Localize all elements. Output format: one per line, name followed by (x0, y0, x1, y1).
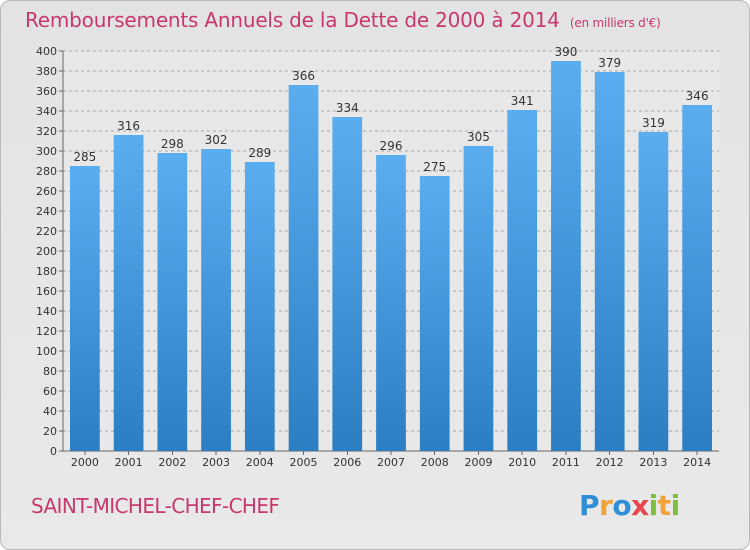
x-tick-label: 2011 (552, 456, 580, 469)
x-tick-label: 2012 (596, 456, 624, 469)
y-tick-label: 80 (43, 365, 57, 378)
bar (638, 132, 669, 451)
logo-letter: i (648, 489, 659, 522)
y-tick-label: 100 (36, 345, 57, 358)
y-tick-label: 120 (36, 325, 57, 338)
data-label: 390 (554, 45, 577, 59)
y-tick-label: 400 (36, 45, 57, 58)
data-label: 366 (292, 69, 315, 83)
bar (376, 155, 406, 451)
y-tick-label: 140 (36, 305, 57, 318)
y-tick-label: 20 (43, 425, 57, 438)
x-tick-label: 2003 (202, 456, 230, 469)
bar (594, 72, 625, 451)
y-tick-label: 240 (36, 205, 57, 218)
y-tick-label: 260 (36, 185, 57, 198)
bar (463, 146, 494, 451)
y-tick-label: 280 (36, 165, 57, 178)
y-tick-label: 180 (36, 265, 57, 278)
y-tick-label: 360 (36, 85, 57, 98)
data-label: 305 (467, 130, 490, 144)
y-tick-label: 340 (36, 105, 57, 118)
logo-letter: i (670, 489, 681, 522)
y-tick-label: 60 (43, 385, 57, 398)
data-label: 289 (248, 146, 271, 160)
y-tick-label: 160 (36, 285, 57, 298)
x-tick-label: 2001 (115, 456, 143, 469)
y-tick-label: 320 (36, 125, 57, 138)
data-label: 302 (205, 133, 228, 147)
logo-letter: r (599, 489, 613, 522)
y-tick-label: 380 (36, 65, 57, 78)
data-label: 379 (598, 56, 621, 70)
x-tick-label: 2000 (71, 456, 99, 469)
data-label: 316 (117, 119, 140, 133)
y-tick-label: 300 (36, 145, 57, 158)
chart-subtitle: (en milliers d'€) (569, 16, 661, 30)
x-tick-label: 2009 (464, 456, 492, 469)
chart-title-text: Remboursements Annuels de la Dette de 20… (25, 8, 560, 32)
data-label: 296 (380, 139, 403, 153)
x-tick-label: 2014 (683, 456, 711, 469)
bar (682, 105, 713, 451)
data-label: 346 (686, 89, 709, 103)
logo-letter: x (631, 489, 649, 522)
x-tick-label: 2008 (421, 456, 449, 469)
y-tick-label: 40 (43, 405, 57, 418)
city-name: SAINT-MICHEL-CHEF-CHEF (31, 494, 280, 518)
bar (551, 61, 581, 451)
data-label: 298 (161, 137, 184, 151)
logo-letter: t (657, 489, 671, 522)
x-tick-label: 2007 (377, 456, 405, 469)
x-tick-label: 2013 (639, 456, 667, 469)
bar (288, 85, 319, 451)
bar (113, 135, 144, 451)
bar (419, 176, 450, 451)
logo-letter: o (612, 489, 632, 522)
data-label: 319 (642, 116, 665, 130)
data-label: 275 (423, 160, 446, 174)
chart-title: Remboursements Annuels de la Dette de 20… (25, 8, 661, 32)
data-label: 285 (73, 150, 96, 164)
y-tick-label: 200 (36, 245, 57, 258)
x-tick-label: 2005 (290, 456, 318, 469)
y-tick-label: 0 (50, 445, 57, 458)
proxiti-logo: Proxiti (579, 489, 680, 522)
bar (157, 153, 188, 451)
x-tick-label: 2002 (158, 456, 186, 469)
bar (332, 117, 363, 451)
data-label: 341 (511, 94, 534, 108)
logo-letter: P (579, 489, 600, 522)
bar (244, 162, 275, 451)
bar (69, 166, 100, 451)
x-tick-label: 2006 (333, 456, 361, 469)
y-tick-label: 220 (36, 225, 57, 238)
x-tick-label: 2004 (246, 456, 274, 469)
bar (507, 110, 538, 451)
x-tick-label: 2010 (508, 456, 536, 469)
bar (201, 149, 231, 451)
data-label: 334 (336, 101, 359, 115)
